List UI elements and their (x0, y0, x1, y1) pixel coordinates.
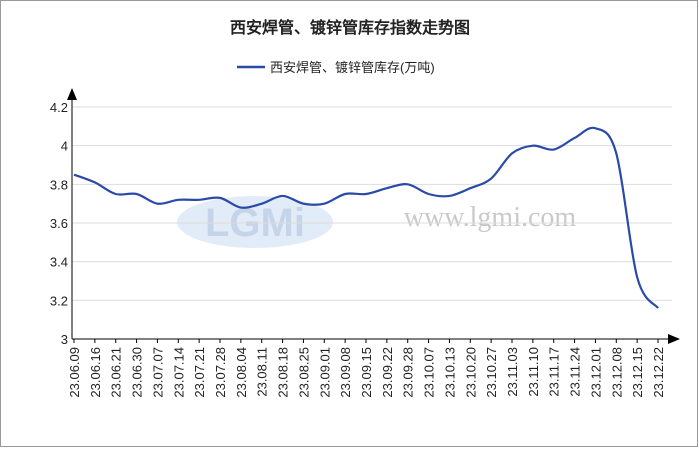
y-tick-label: 3 (61, 332, 68, 347)
x-tick-label: 23.08.04 (234, 347, 249, 398)
x-tick-label: 23.12.22 (651, 347, 666, 398)
x-tick-label: 23.12.08 (609, 347, 624, 398)
x-tick-label: 23.10.20 (463, 347, 478, 398)
x-tick-label: 23.09.28 (401, 347, 416, 398)
x-tick-label: 23.10.27 (484, 347, 499, 398)
x-tick-label: 23.11.24 (568, 347, 583, 397)
x-tick-label: 23.07.28 (213, 347, 228, 398)
x-axis-arrow (668, 334, 680, 344)
watermark-logo-bg (177, 196, 333, 248)
watermark: www.lgmi.com (404, 202, 577, 233)
x-tick-label: 23.09.08 (338, 347, 353, 398)
x-tick-label: 23.06.16 (88, 347, 103, 398)
y-axis-arrow (67, 88, 77, 100)
x-tick-label: 23.10.07 (422, 347, 437, 398)
x-tick-label: 23.10.13 (442, 347, 457, 398)
y-tick-label: 4.2 (50, 100, 68, 115)
x-tick-label: 23.08.25 (296, 347, 311, 398)
series-line (73, 126, 659, 309)
x-tick-label: 23.11.03 (505, 347, 520, 397)
x-tick-label: 23.08.18 (276, 347, 291, 398)
x-tick-label: 23.11.10 (526, 347, 541, 397)
x-tick-label: 23.06.09 (67, 347, 82, 398)
x-tick-label: 23.06.21 (109, 347, 124, 398)
x-tick-label: 23.09.01 (317, 347, 332, 398)
x-tick-label: 23.07.07 (150, 347, 165, 398)
x-tick-label: 23.06.30 (130, 347, 145, 398)
x-tick-label: 23.07.21 (192, 347, 207, 398)
legend-label: 西安焊管、镀锌管库存(万吨) (270, 60, 435, 75)
y-tick-label: 3.6 (50, 216, 68, 231)
x-tick-label: 23.07.14 (171, 347, 186, 398)
y-tick-label: 3.8 (50, 177, 68, 192)
x-tick-label: 23.12.01 (588, 347, 603, 398)
chart-title: 西安焊管、镀锌管库存指数走势图 (230, 18, 470, 37)
y-tick-label: 3.4 (50, 255, 68, 270)
x-tick-label: 23.09.15 (359, 347, 374, 398)
x-tick-label: 23.09.22 (380, 347, 395, 398)
x-tick-label: 23.12.15 (630, 347, 645, 398)
y-tick-label: 4 (61, 139, 68, 154)
x-tick-label: 23.08.11 (255, 347, 270, 397)
y-tick-label: 3.2 (50, 293, 68, 308)
x-tick-label: 23.11.17 (547, 347, 562, 397)
